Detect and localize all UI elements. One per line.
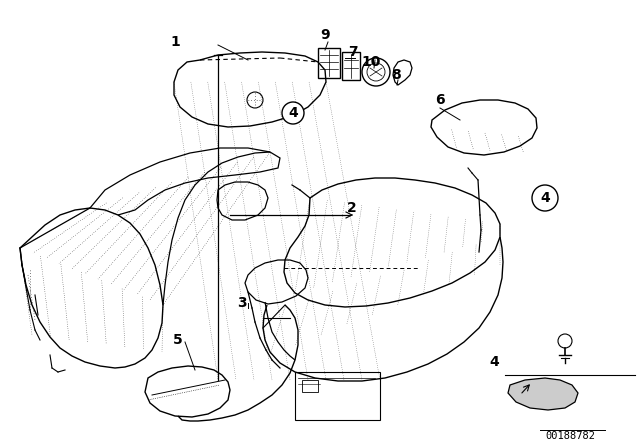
- Polygon shape: [508, 378, 578, 410]
- Text: 7: 7: [348, 45, 358, 59]
- Text: 10: 10: [362, 55, 381, 69]
- Circle shape: [282, 102, 304, 124]
- Text: 4: 4: [288, 106, 298, 120]
- Text: 3: 3: [237, 296, 247, 310]
- Text: 4: 4: [489, 355, 499, 369]
- Circle shape: [532, 185, 558, 211]
- Text: 8: 8: [391, 68, 401, 82]
- Text: 1: 1: [170, 35, 180, 49]
- Text: 6: 6: [435, 93, 445, 107]
- Text: 5: 5: [173, 333, 183, 347]
- Text: 4: 4: [540, 191, 550, 205]
- Text: 00188782: 00188782: [545, 431, 595, 441]
- Text: 9: 9: [320, 28, 330, 42]
- Text: 2: 2: [347, 201, 357, 215]
